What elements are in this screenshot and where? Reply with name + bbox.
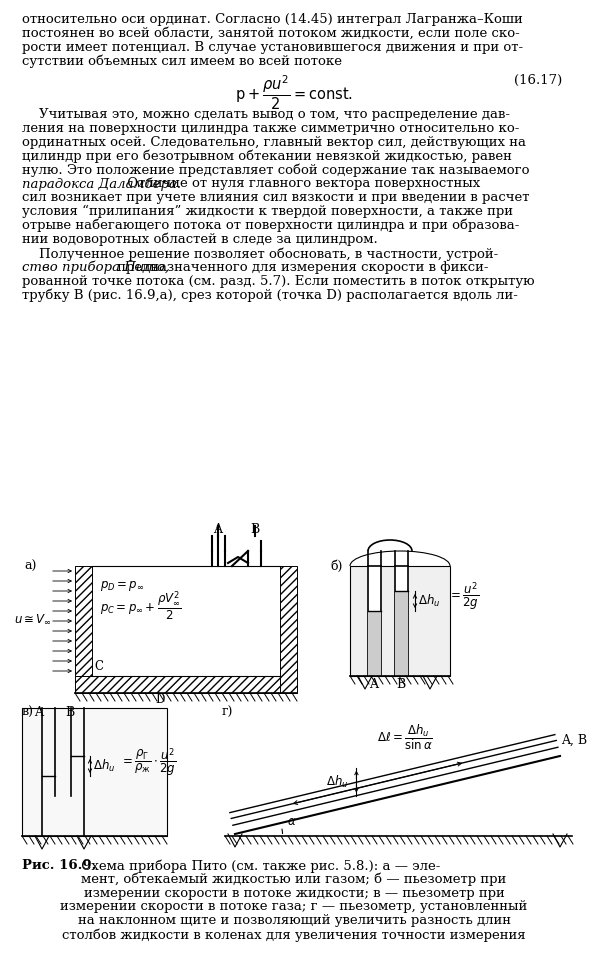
Text: A, B: A, B <box>561 734 587 747</box>
Text: A: A <box>213 523 223 536</box>
Text: a): a) <box>24 560 37 573</box>
Bar <box>280 566 297 693</box>
Text: ления на поверхности цилиндра также симметрично относительно ко-: ления на поверхности цилиндра также симм… <box>22 122 519 135</box>
Text: B: B <box>250 523 260 536</box>
Bar <box>22 708 167 836</box>
Text: условия “прилипания” жидкости к твердой поверхности, а также при: условия “прилипания” жидкости к твердой … <box>22 205 513 218</box>
Text: Схема прибора Пито (см. также рис. 5.8.): а — эле-: Схема прибора Пито (см. также рис. 5.8.)… <box>77 859 441 873</box>
Text: рованной точке потока (см. разд. 5.7). Если поместить в поток открытую: рованной точке потока (см. разд. 5.7). Е… <box>22 275 535 287</box>
Text: $\Delta h_u$: $\Delta h_u$ <box>418 593 441 609</box>
Text: в): в) <box>22 706 34 719</box>
Text: B: B <box>396 678 406 691</box>
Text: C: C <box>94 660 103 673</box>
Text: цилиндр при его безотрывном обтекании невязкой жидкостью, равен: цилиндр при его безотрывном обтекании не… <box>22 150 512 163</box>
Text: предназначенного для измерения скорости в фикси-: предназначенного для измерения скорости … <box>113 261 488 274</box>
Text: измерении скорости в потоке газа; г — пьезометр, установленный: измерении скорости в потоке газа; г — пь… <box>61 900 528 914</box>
Text: б): б) <box>330 560 342 573</box>
Text: A: A <box>34 706 43 719</box>
Bar <box>368 566 381 676</box>
Text: постоянен во всей области, занятой потоком жидкости, если поле ско-: постоянен во всей области, занятой поток… <box>22 27 519 40</box>
Text: сутствии объемных сил имеем во всей потоке: сутствии объемных сил имеем во всей пото… <box>22 54 342 68</box>
Text: отрыве набегающего потока от поверхности цилиндра и при образова-: отрыве набегающего потока от поверхности… <box>22 218 519 232</box>
Text: $p_D = p_\infty$: $p_D = p_\infty$ <box>100 579 144 593</box>
Bar <box>75 566 92 676</box>
Text: мент, обтекаемый жидкостью или газом; б — пьезометр при: мент, обтекаемый жидкостью или газом; б … <box>81 873 507 887</box>
Text: Учитывая это, можно сделать вывод о том, что распределение дав-: Учитывая это, можно сделать вывод о том,… <box>22 108 510 121</box>
Bar <box>395 591 408 676</box>
Text: Отличие от нуля главного вектора поверхностных: Отличие от нуля главного вектора поверхн… <box>123 177 480 190</box>
Bar <box>75 676 280 693</box>
Text: $\mathrm{p} + \dfrac{\rho u^{2}}{2} = \mathrm{const}.$: $\mathrm{p} + \dfrac{\rho u^{2}}{2} = \m… <box>235 74 353 113</box>
Text: $= \dfrac{u^2}{2g}$: $= \dfrac{u^2}{2g}$ <box>448 581 479 613</box>
Text: парадокса Даламбера.: парадокса Даламбера. <box>22 177 181 190</box>
Text: $u \cong V_\infty$: $u \cong V_\infty$ <box>14 613 52 625</box>
Text: $p_C = p_\infty + \dfrac{\rho V_\infty^2}{2}$: $p_C = p_\infty + \dfrac{\rho V_\infty^2… <box>100 589 182 622</box>
Text: сил возникает при учете влияния сил вязкости и при введении в расчет: сил возникает при учете влияния сил вязк… <box>22 191 530 204</box>
Bar <box>368 611 381 676</box>
Text: столбов жидкости в коленах для увеличения точности измерения: столбов жидкости в коленах для увеличени… <box>62 928 526 942</box>
Text: $= \dfrac{\rho_\mathsf{\Gamma}}{\rho_\mathsf{ж}} \cdot \dfrac{u^2}{2g}$: $= \dfrac{\rho_\mathsf{\Gamma}}{\rho_\ma… <box>120 747 176 779</box>
Text: D: D <box>155 693 164 706</box>
Text: рости имеет потенциал. В случае установившегося движения и при от-: рости имеет потенциал. В случае установи… <box>22 41 523 53</box>
Text: A: A <box>369 678 379 691</box>
Text: Рис. 16.9.: Рис. 16.9. <box>22 859 97 872</box>
Text: $\alpha$: $\alpha$ <box>287 815 297 828</box>
Text: Полученное решение позволяет обосновать, в частности, устрой-: Полученное решение позволяет обосновать,… <box>22 248 498 260</box>
Text: $\Delta h_u$: $\Delta h_u$ <box>326 774 349 789</box>
Bar <box>350 566 450 676</box>
Text: трубку В (рис. 16.9,а), срез которой (точка D) располагается вдоль ли-: трубку В (рис. 16.9,а), срез которой (то… <box>22 288 518 302</box>
Text: ство прибора Пито,: ство прибора Пито, <box>22 261 169 275</box>
Text: нулю. Это положение представляет собой содержание так называемого: нулю. Это положение представляет собой с… <box>22 163 530 177</box>
Text: $\Delta \ell = \dfrac{\Delta h_u}{\sin\alpha}$: $\Delta \ell = \dfrac{\Delta h_u}{\sin\a… <box>378 722 433 752</box>
Text: измерении скорости в потоке жидкости; в — пьезометр при: измерении скорости в потоке жидкости; в … <box>84 887 504 899</box>
Text: относительно оси ординат. Согласно (14.45) интеграл Лагранжа–Коши: относительно оси ординат. Согласно (14.4… <box>22 13 523 26</box>
Text: на наклонном щите и позволяющий увеличить разность длин: на наклонном щите и позволяющий увеличит… <box>78 915 511 927</box>
Text: B: B <box>65 706 74 719</box>
Text: $\Delta h_u$: $\Delta h_u$ <box>93 758 115 774</box>
Text: (16.17): (16.17) <box>514 74 562 87</box>
Text: нии водоворотных областей в следе за цилиндром.: нии водоворотных областей в следе за цил… <box>22 232 378 246</box>
Text: ординатных осей. Следовательно, главный вектор сил, действующих на: ординатных осей. Следовательно, главный … <box>22 136 526 149</box>
Text: г): г) <box>222 706 233 719</box>
Bar <box>395 566 408 676</box>
